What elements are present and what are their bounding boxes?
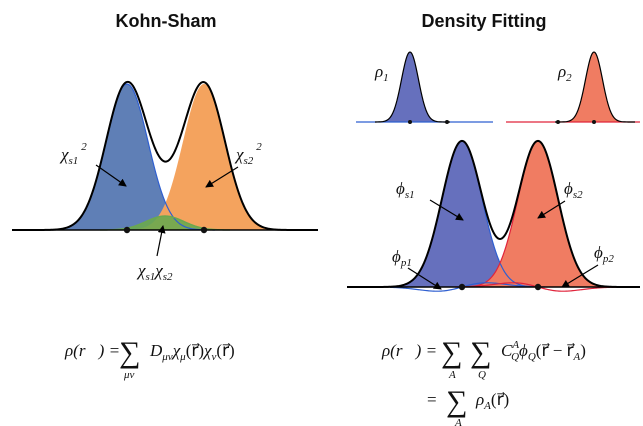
rho2-curve [555,51,635,123]
chi-s1-squared-label: χs12 [59,141,87,167]
chi-s2-squared-label: χs22 [234,141,262,167]
kohn-sham-plot [12,80,318,234]
density-fitting-panel: Density Fitting ρ1 ρ2 [347,11,640,426]
phi-s1-arrow [429,199,464,221]
rho1-plot [356,51,493,124]
overlap-arrow [156,225,166,257]
rho1-area [375,52,450,122]
density-fitting-equation: ρ(r⃗) = ∑ A ∑ Q CA QϕQ(r⃗ − r⃗A) = ∑ A ρA… [381,336,586,426]
df-eq-sum-a-lower: A [448,369,456,381]
overlap-product-label: χs1χs2 [136,261,173,283]
rho2-neighbor-dot [556,120,560,124]
phi-s2-label: ϕs2 [564,179,583,201]
total-density-curve [12,80,318,231]
rho1-neighbor-dot [445,120,449,124]
df-eq-line2-equals: = [427,390,437,409]
rho2-area [555,52,635,122]
df-eq-line2-rhs: ρA(r⃗) [475,390,509,412]
phi-p1-arrow [407,267,442,290]
df-eq-sum-a2: ∑ [446,385,467,418]
ks-eq-sum: ∑ [119,336,140,369]
chi-s1-squared-area [40,84,215,230]
ks-eq-lhs: ρ(r⃗) = [64,341,120,360]
overlap-product-area [110,216,220,230]
atom-2-dot [200,226,208,234]
df-eq-sum-a2-lower: A [454,417,462,426]
rho1-curve [374,51,450,123]
rho2-plot [506,51,640,124]
kohn-sham-title: Kohn-Sham [116,11,217,31]
phi-p1-label: ϕp1 [392,247,412,269]
phi-p2-arrow [561,264,599,288]
df-eq-sum-q-lower: Q [478,369,486,381]
phi-s2-arrow [537,200,566,219]
atom-b-dot [534,283,542,291]
ks-eq-sum-lower: μν [123,369,135,381]
chi-s2-squared-area [118,84,300,230]
rho1-atom-dot [408,120,412,124]
density-fitting-plot [347,139,640,292]
kohn-sham-panel: Kohn-Sham χs12 χs22 χs1χs2 ρ(r⃗) = [12,11,318,381]
rho1-label: ρ1 [374,62,389,84]
rho2-label: ρ2 [557,62,572,84]
rho2-atom-dot [592,120,596,124]
chi-s1-arrow [95,164,127,187]
phi-s1-label: ϕs1 [396,179,415,201]
df-eq-rhs: CA QϕQ(r⃗ − r⃗A) [501,339,586,363]
chi-s2-arrow [205,166,239,188]
atom-a-dot [458,283,466,291]
df-eq-sum-q: ∑ [470,336,491,369]
df-eq-lhs: ρ(r⃗) = [381,341,437,360]
kohn-sham-equation: ρ(r⃗) = ∑ μν Dμνχμ(r⃗)χν(r⃗) [64,336,235,381]
atom-1-dot [123,226,131,234]
df-eq-sum-a: ∑ [441,336,462,369]
density-fitting-title: Density Fitting [422,11,547,31]
phi-p2-label: ϕp2 [594,243,614,265]
overlap-product-curve [99,215,231,231]
ks-eq-rhs: Dμνχμ(r⃗)χν(r⃗) [149,341,235,363]
